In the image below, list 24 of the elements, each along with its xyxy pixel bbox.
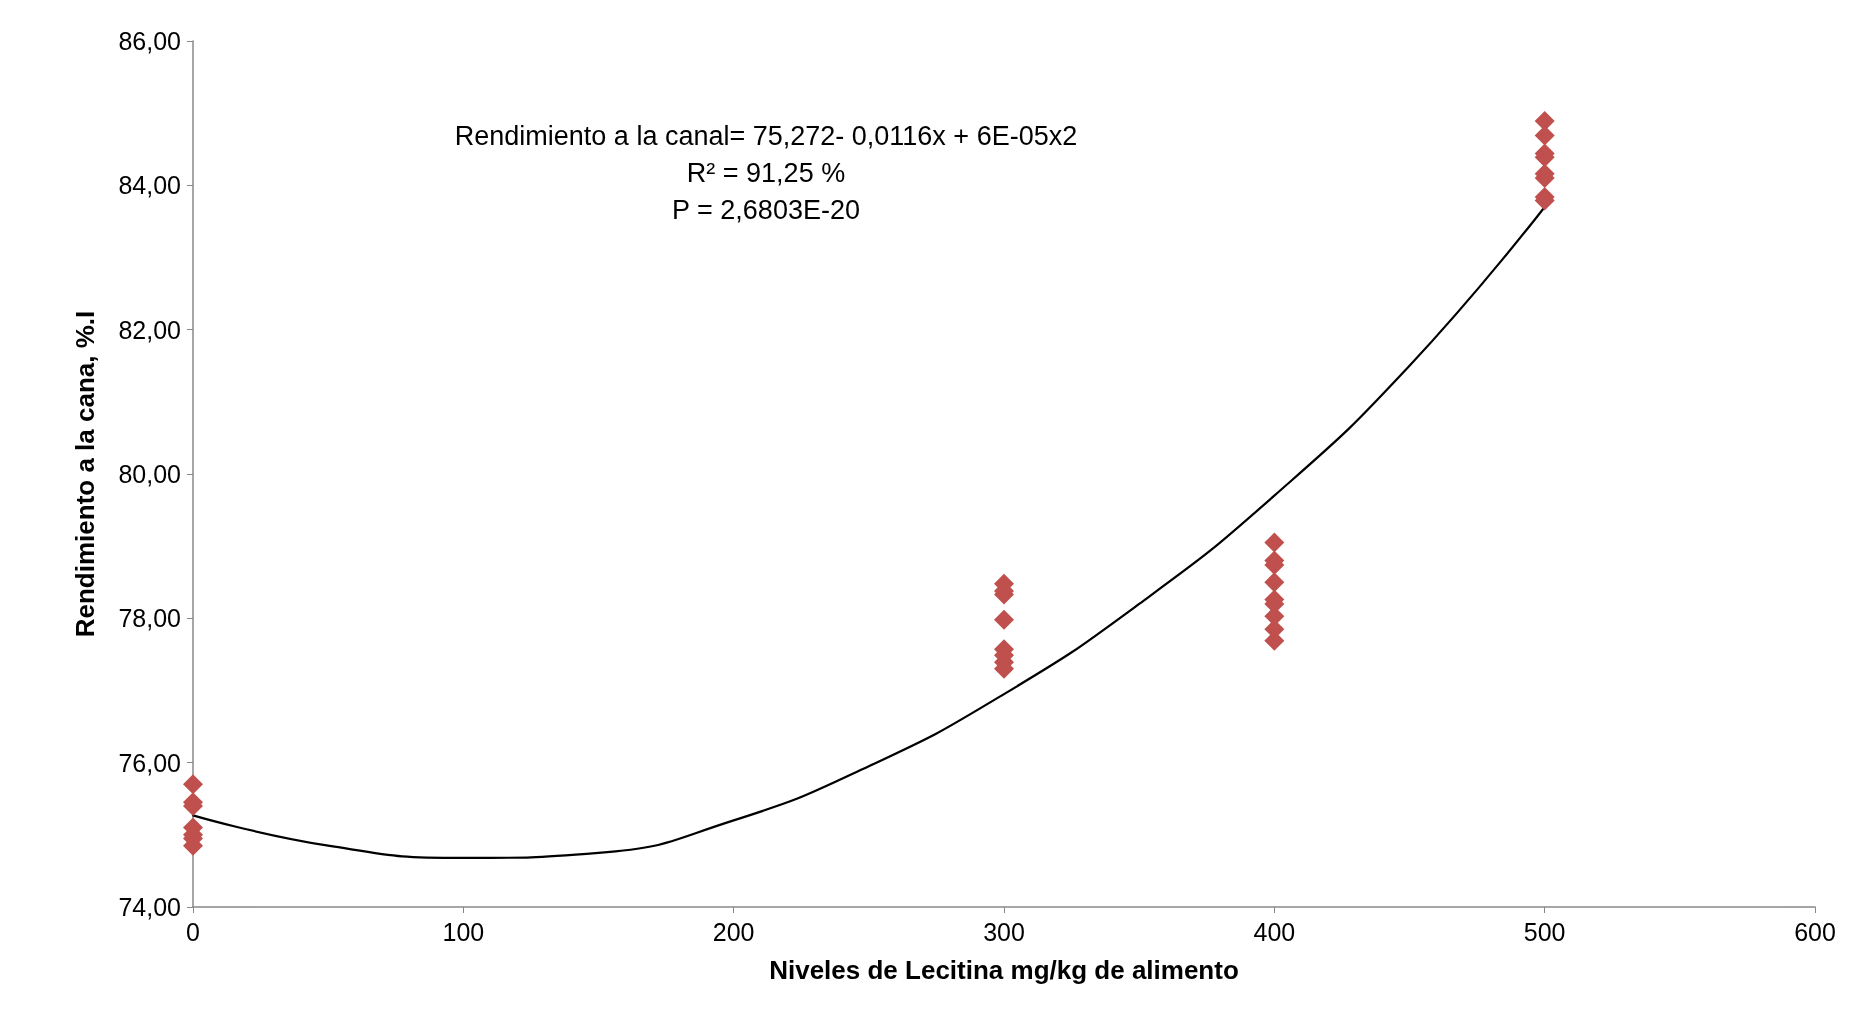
y-tick-label: 76,00: [118, 748, 181, 777]
y-tick-label: 84,00: [118, 171, 181, 200]
annotation: P = 2,6803E-20: [672, 194, 860, 225]
x-tick-label: 500: [1523, 917, 1566, 946]
point: [1534, 125, 1555, 146]
point: [1264, 572, 1285, 593]
annotation: R² = 91,25 %: [686, 157, 846, 188]
x-tick-label: 100: [442, 917, 485, 946]
y-axis-title: Rendimiento a la cana, %.I: [70, 310, 100, 638]
y-tick-label: 78,00: [118, 604, 181, 633]
x-tick-label: 400: [1253, 917, 1296, 946]
annotation: Rendimiento a la canal= 75,272- 0,0116x + 6E-05x2: [454, 120, 1078, 151]
x-tick-label: 200: [712, 917, 755, 946]
y-tick-label: 80,00: [118, 460, 181, 488]
x-axis-title: Niveles de Lecitina mg/kg de alimento: [769, 955, 1239, 985]
x-tick-label: 0: [186, 917, 200, 946]
y-tick-label: 86,00: [118, 27, 181, 55]
point: [994, 609, 1014, 630]
y-tick-label: 74,00: [118, 893, 181, 921]
point: [1264, 532, 1285, 553]
y-tick-label: 82,00: [118, 315, 181, 344]
x-tick-label: 300: [983, 917, 1025, 946]
x-tick-label: 600: [1794, 917, 1836, 946]
point: [183, 774, 203, 795]
